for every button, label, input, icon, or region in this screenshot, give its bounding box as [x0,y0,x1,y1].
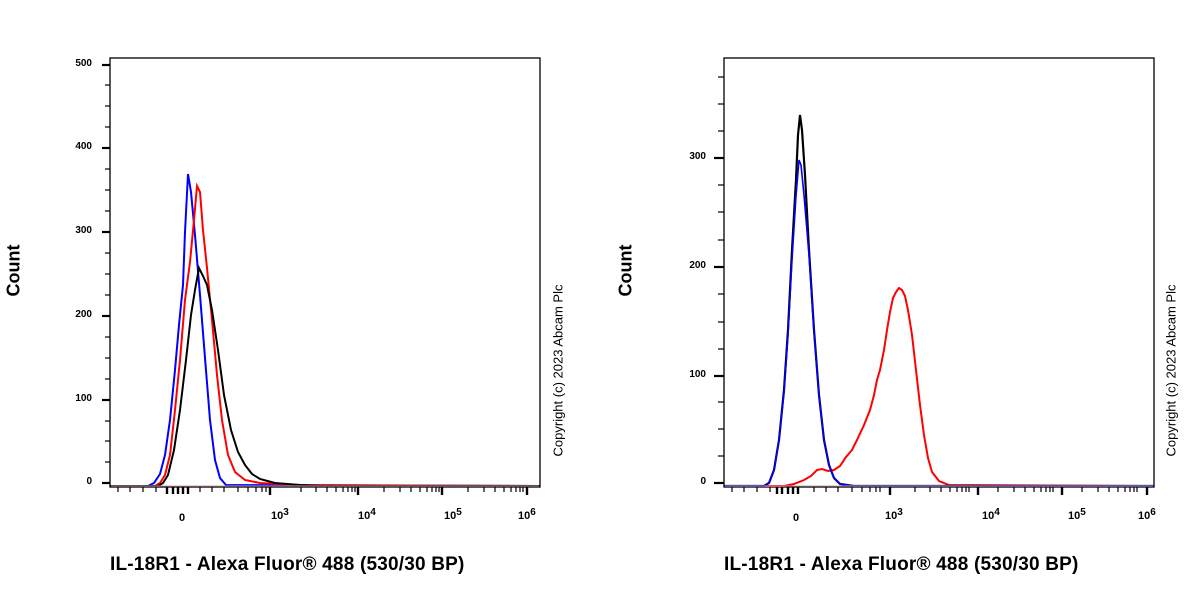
left-xtick-0: 0 [179,512,186,524]
left-histogram-panel: 0 100 200 300 400 500 0 103 104 105 106 … [3,57,566,575]
xtick-exp: 6 [1150,507,1156,518]
left-ytick-400: 400 [75,141,92,152]
right-xtick-1e4: 104 [982,507,1000,522]
right-ytick-200: 200 [689,260,706,271]
right-curve-blue [724,159,1154,487]
left-curve-red [110,182,541,487]
xtick-exp: 3 [897,507,903,518]
left-curve-blue [110,173,541,487]
xtick-base: 10 [444,510,457,522]
right-y-minor-ticks [718,76,724,457]
left-xtick-1e5: 105 [444,507,462,522]
left-y-axis-label: Count [3,244,24,297]
xtick-exp: 5 [1080,507,1086,518]
xtick-base: 10 [271,510,284,522]
left-xtick-1e6: 106 [518,507,536,522]
xtick-base: 10 [885,510,898,522]
left-ytick-300: 300 [75,225,92,236]
right-curve-red [724,286,1155,487]
xtick-exp: 4 [370,507,376,518]
right-copyright: Copyright (c) 2023 Abcam Plc [1163,284,1179,457]
right-x-axis-label: IL-18R1 - Alexa Fluor® 488 (530/30 BP) [724,554,1079,575]
right-ytick-100: 100 [689,369,706,380]
left-ytick-100: 100 [75,393,92,404]
left-ytick-0: 0 [86,476,92,487]
xtick-base: 10 [1138,510,1151,522]
left-ytick-200: 200 [75,309,92,320]
left-curve-black [110,264,540,487]
xtick-base: 10 [358,510,371,522]
left-x-ticks [117,487,524,492]
right-xtick-1e3: 103 [885,507,903,522]
right-histogram-panel: 0 100 200 300 0 103 104 105 106 Count IL… [614,0,1200,600]
right-xtick-1e6: 106 [1138,507,1156,522]
xtick-exp: 3 [283,507,289,518]
xtick-exp: 5 [456,507,462,518]
left-y-minor-ticks [105,84,110,463]
right-plot-svg [714,57,1155,495]
left-y-major-ticks [102,63,110,485]
right-y-major-ticks [714,156,724,485]
left-xtick-1e3: 103 [271,507,289,522]
left-copyright: Copyright (c) 2023 Abcam Plc [550,284,566,457]
xtick-base: 10 [518,510,531,522]
xtick-base: 10 [1068,510,1081,522]
right-y-axis-label: Count [615,244,636,297]
xtick-base: 10 [982,510,995,522]
left-x-axis-label: IL-18R1 - Alexa Fluor® 488 (530/30 BP) [110,554,465,575]
right-ytick-0: 0 [700,476,706,487]
right-xtick-0: 0 [793,512,800,524]
right-x-major-ticks [775,487,1149,495]
right-xtick-1e5: 105 [1068,507,1086,522]
xtick-exp: 4 [994,507,1000,518]
xtick-exp: 6 [530,507,536,518]
right-ytick-300: 300 [689,151,706,162]
right-curve-black [724,114,1154,488]
left-plot-svg [102,57,541,495]
left-x-major-ticks [165,487,529,495]
right-x-ticks [731,487,1138,492]
right-plot-frame [723,57,1155,488]
left-ytick-500: 500 [75,58,92,69]
left-xtick-1e4: 104 [358,507,376,522]
